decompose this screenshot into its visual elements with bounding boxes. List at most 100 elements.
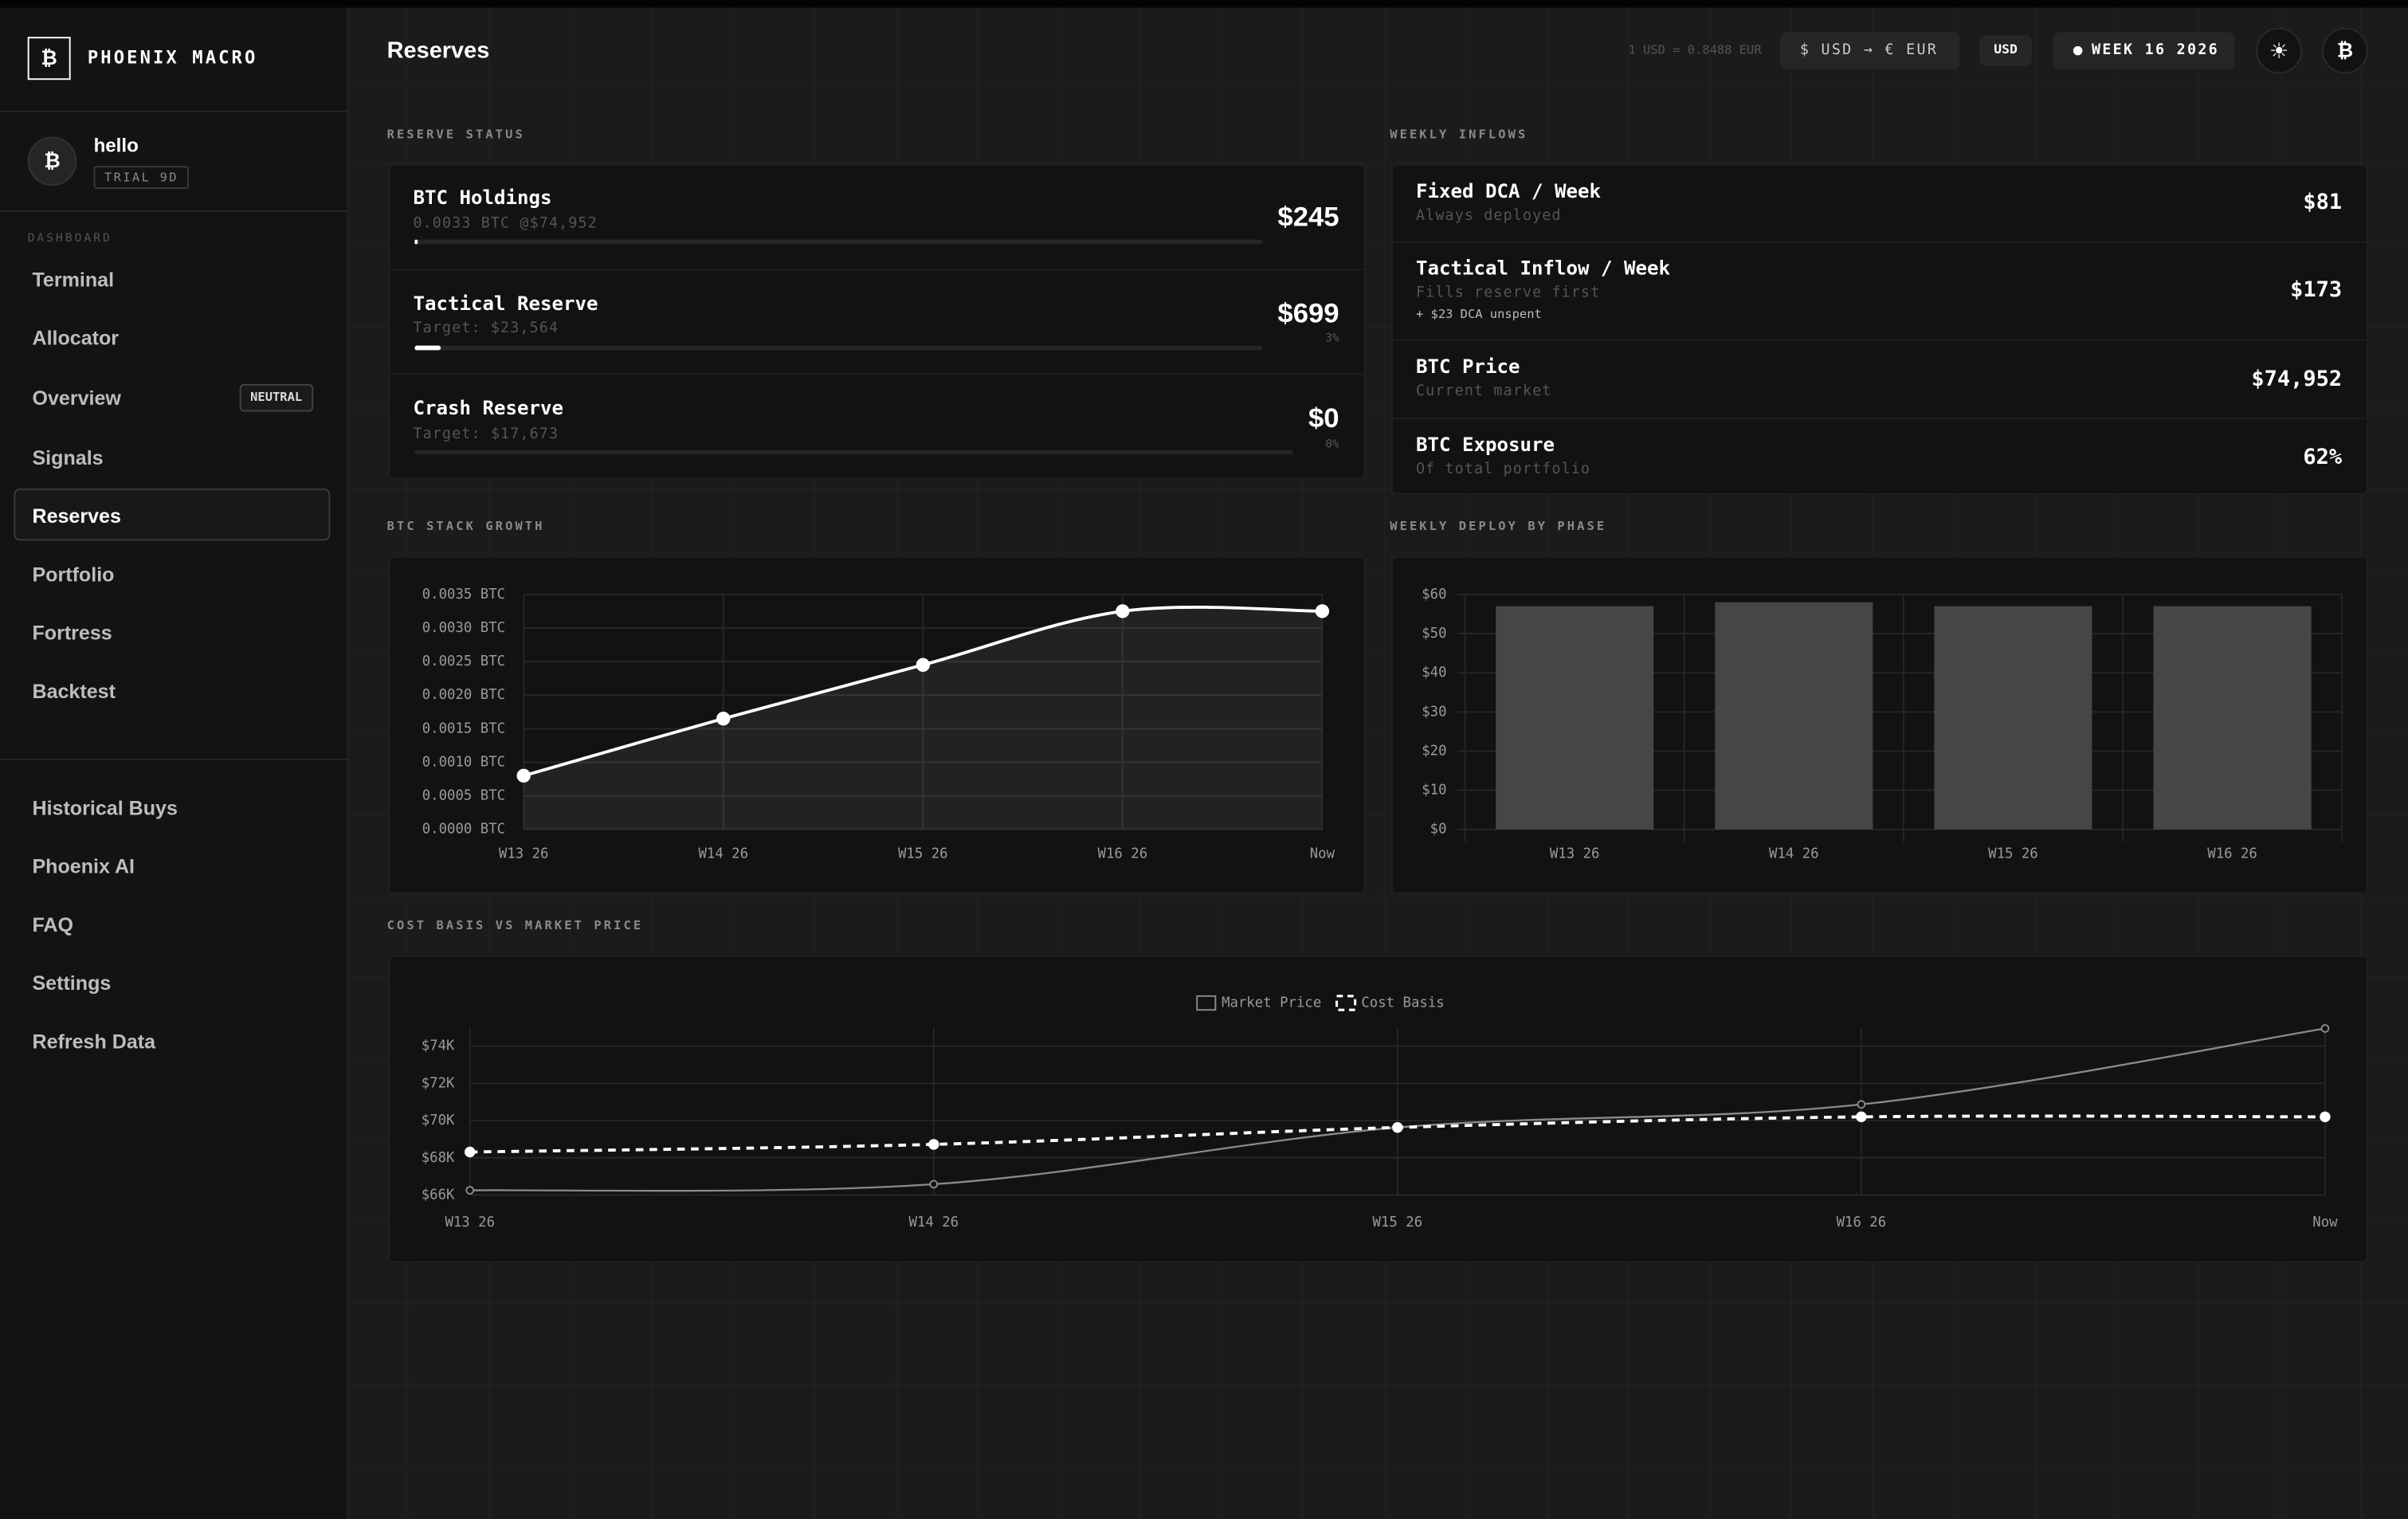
row-value: $0 <box>1308 402 1339 434</box>
nav-label: Portfolio <box>32 563 115 587</box>
currency-toggle[interactable]: $ USD → € EUR <box>1779 32 1960 69</box>
x-tick-label: W13 26 <box>1550 846 1600 862</box>
nav-label: Settings <box>32 971 112 995</box>
progress-track <box>414 345 1263 351</box>
y-tick-label: $20 <box>1422 743 1446 759</box>
legend-swatch <box>1196 995 1217 1011</box>
nav-item[interactable]: Allocator <box>14 310 330 363</box>
nav-item[interactable]: Reserves <box>14 488 331 541</box>
row-divider <box>1391 339 2368 341</box>
progress-fill <box>414 239 418 245</box>
row-title: Fixed DCA / Week <box>1415 179 1602 202</box>
y-tick-label: 0.0005 BTC <box>422 788 505 804</box>
chart-card <box>388 555 1366 894</box>
nav-item[interactable]: Backtest <box>14 664 330 716</box>
chart-title: WEEKLY DEPLOY BY PHASE <box>1390 519 1607 533</box>
chart-card <box>388 955 2368 1263</box>
nav-item[interactable]: Overview NEUTRAL <box>14 370 330 422</box>
row-title: BTC Holdings <box>413 185 552 209</box>
row-subtitle: Target: $23,564 <box>413 320 559 337</box>
theme-button[interactable]: ☀ <box>2256 27 2303 74</box>
nav-label: Signals <box>32 445 104 469</box>
trial-badge: TRIAL 9D <box>93 166 190 190</box>
y-tick-label: $0 <box>1430 822 1447 838</box>
point <box>916 657 930 673</box>
x-tick-label: W16 26 <box>1837 1215 1887 1231</box>
nav-label: Fortress <box>32 621 112 645</box>
y-tick-label: $72K <box>422 1075 455 1091</box>
y-tick-label: $50 <box>1422 626 1446 642</box>
x-tick-label: W15 26 <box>1988 846 2038 862</box>
x-tick-label: W14 26 <box>1769 846 1819 862</box>
top-strip <box>0 0 2408 8</box>
toggle-label: $ USD → € EUR <box>1799 41 1939 59</box>
bar <box>1496 606 1654 830</box>
row-value: $74,952 <box>2251 367 2343 392</box>
bar <box>1934 606 2092 830</box>
progress-track <box>414 239 1263 245</box>
row-title: Tactical Inflow / Week <box>1415 256 1671 280</box>
divider <box>0 210 347 212</box>
user-name: hello <box>93 135 139 157</box>
point <box>465 1146 476 1158</box>
week-pill: WEEK 16 2026 <box>2053 32 2235 69</box>
nav-item[interactable]: FAQ <box>14 897 330 950</box>
point <box>2320 1111 2331 1123</box>
y-tick-label: $30 <box>1422 704 1446 720</box>
x-tick-label: W13 26 <box>445 1215 495 1231</box>
legend-label: Market Price <box>1222 995 1321 1011</box>
nav-item[interactable]: Historical Buys <box>14 780 330 833</box>
y-tick-label: $66K <box>422 1187 455 1203</box>
row-title: BTC Exposure <box>1415 433 1555 456</box>
area <box>524 606 1323 830</box>
nav-label: Backtest <box>32 679 116 703</box>
point <box>1856 1111 1867 1123</box>
nav-label: Terminal <box>32 268 115 292</box>
nav-item[interactable]: Terminal <box>14 252 330 304</box>
logo[interactable]: ₿ <box>27 37 71 80</box>
section-label: WEEKLY INFLOWS <box>1390 127 1528 142</box>
avatar[interactable]: ₿ <box>27 136 77 186</box>
divider <box>0 759 347 761</box>
row-divider <box>1391 418 2368 420</box>
brand: PHOENIX MACRO <box>87 46 258 69</box>
row-divider <box>1391 241 2368 243</box>
x-tick-label: Now <box>2312 1215 2338 1231</box>
row-value: $173 <box>2290 277 2343 303</box>
progress-track <box>414 449 1293 455</box>
legend-label: Cost Basis <box>1361 995 1444 1011</box>
account-button[interactable]: ₿ <box>2322 27 2368 74</box>
row-subtitle: Of total portfolio <box>1415 461 1591 478</box>
bar <box>1715 602 1873 830</box>
row-title: BTC Price <box>1415 354 1520 378</box>
nav-item[interactable]: Portfolio <box>14 547 330 599</box>
progress-label: 0% <box>1325 436 1339 451</box>
row-subtitle: Fills reserve first <box>1415 285 1601 302</box>
nav-label: Phoenix AI <box>32 854 135 878</box>
legend-swatch <box>1335 995 1357 1011</box>
point <box>1857 1100 1866 1109</box>
row-note: + $23 DCA unspent <box>1415 307 1542 321</box>
x-tick-label: W16 26 <box>2207 846 2257 862</box>
nav-badge: NEUTRAL <box>239 383 313 412</box>
sidebar: ₿ PHOENIX MACRO ₿ hello TRIAL 9D DASHBOA… <box>0 7 349 1519</box>
row-subtitle: Always deployed <box>1415 207 1562 225</box>
nav-item[interactable]: Fortress <box>14 605 330 657</box>
currency-button[interactable]: USD <box>1979 35 2032 66</box>
nav-item[interactable]: Refresh Data <box>14 1014 330 1066</box>
point <box>1392 1121 1403 1133</box>
nav-label: FAQ <box>32 913 73 936</box>
y-tick-label: 0.0035 BTC <box>422 587 505 602</box>
nav-item[interactable]: Settings <box>14 956 330 1008</box>
x-tick-label: W15 26 <box>1373 1215 1423 1231</box>
row-subtitle: Target: $17,673 <box>413 426 559 443</box>
currency-label: USD <box>1994 42 2018 58</box>
nav-label: Reserves <box>32 504 121 528</box>
nav-label: Overview <box>32 386 121 410</box>
y-tick-label: $10 <box>1422 783 1446 799</box>
row-title: Crash Reserve <box>413 395 564 419</box>
nav-item[interactable]: Signals <box>14 430 330 483</box>
y-tick-label: $60 <box>1422 587 1446 602</box>
nav-item[interactable]: Phoenix AI <box>14 838 330 891</box>
